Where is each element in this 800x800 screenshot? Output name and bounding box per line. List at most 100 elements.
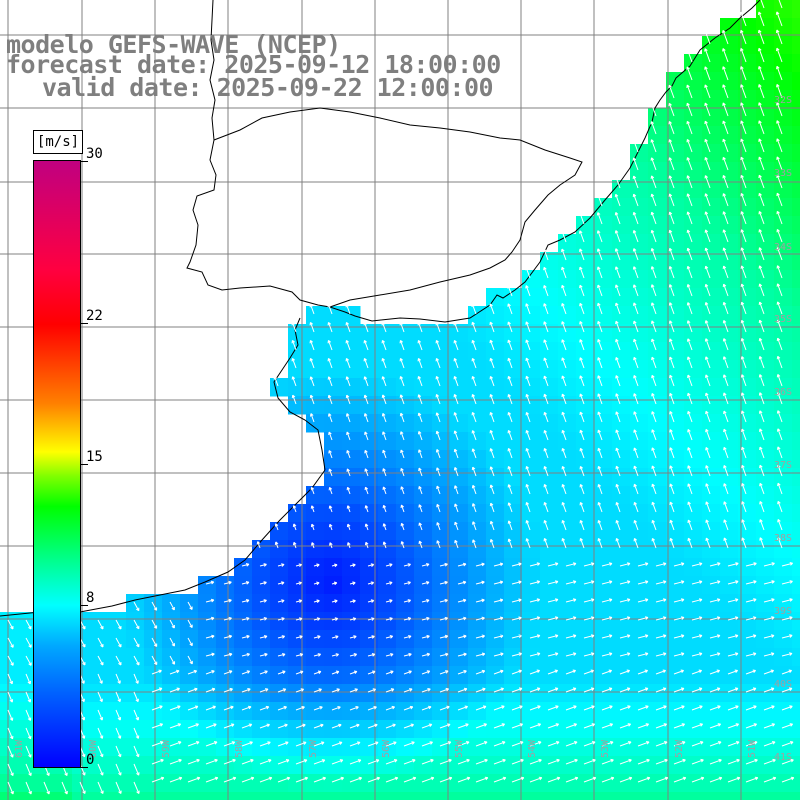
speed-cell bbox=[54, 774, 73, 793]
wind-arrow bbox=[328, 431, 333, 441]
speed-cell bbox=[720, 216, 739, 235]
wind-arrow bbox=[331, 705, 341, 711]
wind-arrow bbox=[565, 652, 577, 657]
wind-arrow bbox=[349, 581, 356, 586]
speed-cell bbox=[774, 486, 793, 505]
wind-arrow bbox=[579, 302, 585, 315]
wind-arrow bbox=[43, 781, 50, 795]
speed-cell bbox=[378, 594, 397, 613]
wind-arrow bbox=[583, 741, 596, 747]
wind-arrow bbox=[453, 375, 459, 387]
speed-cell bbox=[612, 252, 631, 271]
speed-cell bbox=[666, 306, 685, 325]
speed-cell bbox=[756, 342, 775, 361]
speed-cell bbox=[648, 270, 667, 289]
speed-cell bbox=[0, 666, 19, 685]
speed-cell bbox=[738, 450, 757, 469]
speed-cell bbox=[720, 450, 739, 469]
wind-arrow bbox=[475, 741, 488, 747]
speed-cell bbox=[756, 594, 775, 613]
speed-cell bbox=[684, 576, 703, 595]
speed-cell bbox=[702, 378, 721, 397]
colorbar-tick bbox=[80, 605, 88, 607]
wind-arrow bbox=[781, 634, 793, 639]
speed-cell bbox=[468, 774, 487, 793]
speed-cell bbox=[720, 702, 739, 721]
speed-cell bbox=[648, 432, 667, 451]
wind-arrow bbox=[723, 428, 729, 441]
speed-cell bbox=[342, 648, 361, 667]
speed-cell bbox=[0, 774, 19, 793]
wind-arrow bbox=[367, 635, 375, 639]
speed-cell bbox=[342, 360, 361, 379]
speed-cell bbox=[252, 720, 271, 739]
wind-arrow bbox=[632, 193, 639, 207]
wind-arrow bbox=[633, 537, 639, 549]
wind-arrow bbox=[543, 375, 549, 387]
wind-arrow bbox=[439, 705, 450, 711]
speed-cell bbox=[756, 90, 775, 109]
speed-cell bbox=[450, 576, 469, 595]
speed-cell bbox=[450, 666, 469, 685]
wind-arrow bbox=[723, 465, 729, 477]
wind-arrow bbox=[489, 393, 495, 405]
speed-cell bbox=[324, 378, 343, 397]
wind-arrow bbox=[632, 284, 639, 297]
speed-cell bbox=[180, 720, 199, 739]
speed-cell bbox=[666, 414, 685, 433]
wind-arrow bbox=[259, 705, 270, 711]
wind-arrow bbox=[403, 705, 414, 711]
wind-arrow bbox=[740, 265, 747, 279]
speed-cell bbox=[450, 432, 469, 451]
wind-arrow bbox=[579, 537, 585, 549]
speed-cell bbox=[378, 648, 397, 667]
wind-arrow bbox=[669, 411, 675, 423]
speed-cell bbox=[396, 324, 415, 343]
wind-arrow bbox=[277, 741, 289, 747]
wind-arrow bbox=[561, 230, 567, 243]
wind-arrow bbox=[650, 248, 657, 261]
speed-cell bbox=[90, 720, 109, 739]
wind-arrow bbox=[309, 413, 315, 423]
wind-arrow bbox=[776, 283, 783, 297]
wind-arrow bbox=[525, 447, 531, 459]
speed-cell bbox=[252, 756, 271, 775]
speed-cell bbox=[18, 666, 37, 685]
speed-cell bbox=[522, 432, 541, 451]
wind-arrow bbox=[686, 84, 693, 99]
speed-cell bbox=[540, 468, 559, 487]
wind-arrow bbox=[115, 781, 122, 794]
speed-cell bbox=[612, 558, 631, 577]
wind-arrow bbox=[565, 758, 578, 765]
speed-cell bbox=[324, 720, 343, 739]
wind-arrow bbox=[777, 519, 783, 531]
wind-arrow bbox=[471, 411, 477, 423]
speed-cell bbox=[666, 792, 685, 800]
speed-cell bbox=[288, 774, 307, 793]
speed-cell bbox=[756, 522, 775, 541]
speed-cell bbox=[594, 396, 613, 415]
speed-cell bbox=[612, 486, 631, 505]
wind-arrow bbox=[615, 465, 621, 477]
wind-arrow bbox=[547, 652, 559, 657]
wind-arrow bbox=[596, 248, 603, 261]
speed-cell bbox=[270, 684, 289, 703]
speed-cell bbox=[522, 594, 541, 613]
wind-arrow bbox=[759, 537, 765, 549]
forecast-date: forecast date: 2025-09-12 18:00:00 bbox=[6, 50, 501, 79]
speed-cell bbox=[450, 648, 469, 667]
wind-arrow bbox=[561, 375, 567, 387]
wind-arrow bbox=[669, 537, 675, 549]
speed-cell bbox=[702, 540, 721, 559]
speed-cell bbox=[0, 720, 19, 739]
wind-arrow bbox=[151, 687, 163, 693]
wind-arrow bbox=[345, 413, 351, 423]
speed-cell bbox=[252, 576, 271, 595]
speed-cell bbox=[612, 414, 631, 433]
speed-cell bbox=[594, 558, 613, 577]
speed-cell bbox=[756, 252, 775, 271]
wind-arrow bbox=[741, 537, 747, 549]
speed-cell bbox=[612, 234, 631, 253]
speed-cell bbox=[558, 252, 577, 271]
wind-arrow bbox=[169, 619, 175, 629]
